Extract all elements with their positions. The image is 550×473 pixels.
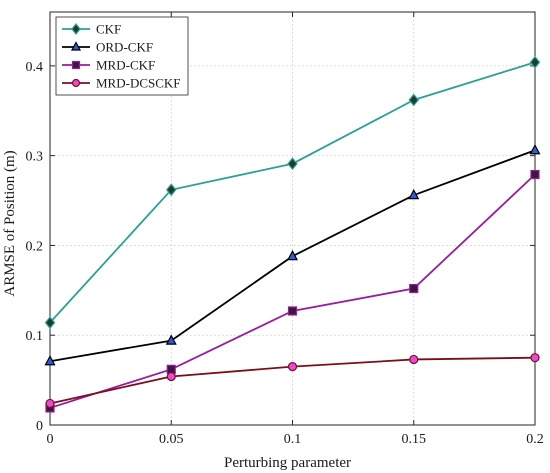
data-point: [408, 188, 420, 200]
data-point: [165, 334, 177, 345]
x-tick-label: 0.2: [526, 432, 544, 447]
x-tick-label: 0: [47, 432, 54, 447]
series-layer: [44, 55, 541, 413]
data-point: [44, 316, 56, 330]
data-point: [287, 306, 298, 316]
data-point: [165, 183, 177, 197]
data-point: [287, 157, 298, 171]
data-point: [530, 169, 540, 180]
y-tick-label: 0.3: [26, 150, 44, 165]
legend-marker: [71, 60, 81, 70]
data-point: [287, 249, 298, 261]
data-point: [45, 398, 55, 409]
data-point: [408, 93, 420, 107]
y-tick-label: 0.4: [26, 60, 44, 75]
y-tick-label: 0: [36, 419, 43, 434]
data-point: [409, 283, 419, 294]
data-point: [44, 354, 56, 366]
legend: CKF ORD-CKF MRD-CKF MRD-DCSCKF: [55, 16, 189, 96]
data-point: [287, 362, 298, 372]
y-axis-label: ARMSE of Position (m): [2, 150, 18, 296]
legend-marker: [71, 78, 81, 88]
y-tick-label: 0.2: [26, 239, 44, 254]
axes: 0 0.05 0.1 0.15 0.2 0 0.1 0.2 0.3 0.4 Perturbing p…: [2, 11, 544, 471]
data-point: [409, 354, 419, 365]
series-ckf: [44, 55, 541, 330]
legend-label: MRD-CKF: [96, 58, 155, 73]
series-ord-ckf: [44, 143, 541, 366]
legend-marker: [71, 23, 81, 35]
legend-label: CKF: [96, 22, 121, 37]
legend-marker: [71, 41, 81, 51]
legend-label: ORD-CKF: [96, 40, 153, 55]
data-point: [166, 371, 176, 382]
data-point: [529, 55, 541, 69]
x-axis-label: Perturbing parameter: [224, 455, 351, 471]
series-mrd-dcsckf: [45, 353, 540, 409]
y-tick-label: 0.1: [26, 329, 44, 344]
x-tick-label: 0.15: [402, 432, 427, 447]
data-point: [529, 143, 541, 155]
x-tick-label: 0.05: [159, 432, 184, 447]
series-mrd-ckf: [45, 169, 540, 413]
data-point: [530, 353, 540, 363]
legend-label: MRD-DCSCKF: [96, 76, 181, 91]
x-tick-label: 0.1: [284, 432, 302, 447]
